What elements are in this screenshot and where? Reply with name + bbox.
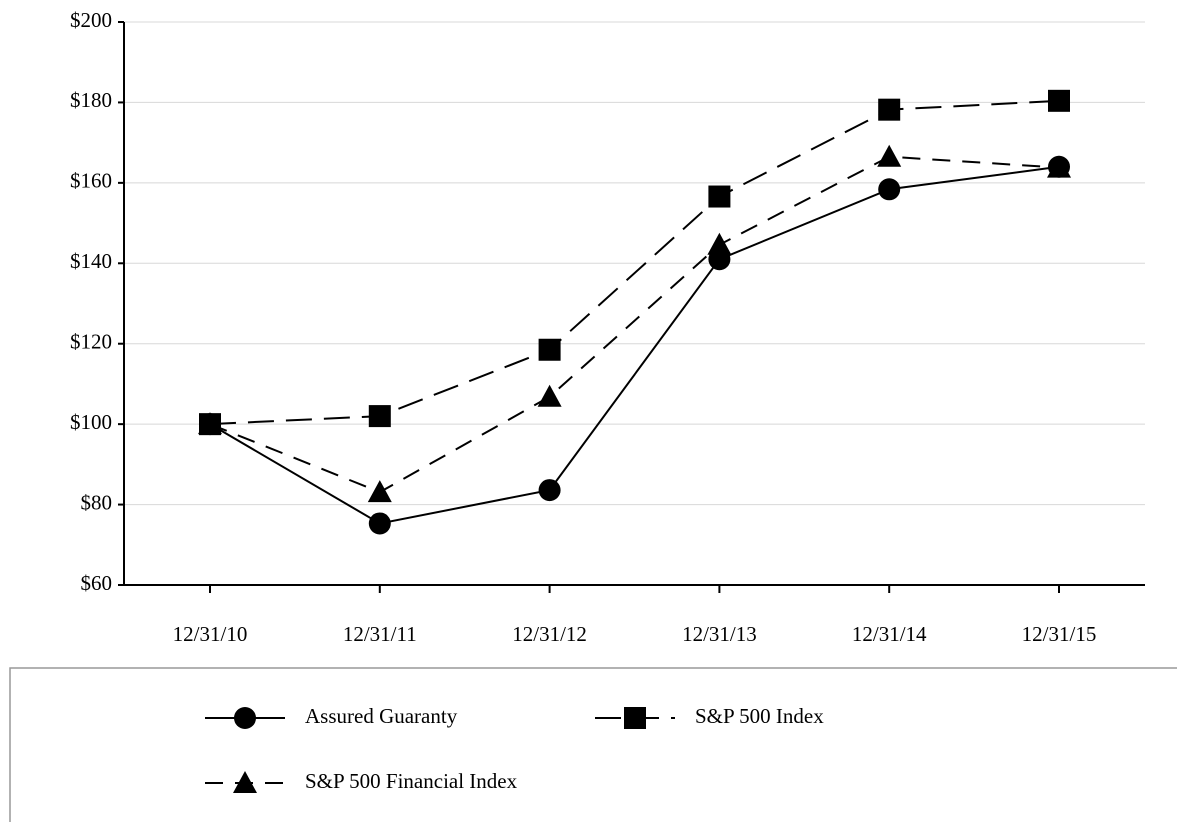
x-tick-label: 12/31/10 — [173, 622, 248, 646]
y-tick-label: $60 — [81, 571, 113, 595]
data-point — [538, 338, 561, 361]
data-point — [878, 98, 901, 121]
y-tick-label: $160 — [70, 169, 112, 193]
y-tick-label: $80 — [81, 490, 113, 514]
data-point — [368, 512, 391, 535]
data-point — [198, 412, 222, 435]
legend-marker — [624, 707, 646, 729]
x-tick-label: 12/31/12 — [512, 622, 587, 646]
data-point — [877, 144, 902, 167]
series-line — [209, 155, 1060, 494]
data-point — [1048, 89, 1070, 112]
data-point — [1047, 155, 1071, 178]
y-tick-label: $100 — [70, 410, 112, 434]
series-line — [209, 165, 1060, 525]
x-tick-label: 12/31/14 — [852, 622, 927, 646]
y-tick-label: $120 — [70, 330, 112, 354]
legend-label: S&P 500 Financial Index — [305, 769, 518, 793]
y-tick-label: $180 — [70, 88, 112, 112]
data-point — [708, 185, 731, 208]
data-point — [878, 178, 901, 201]
legend-marker — [234, 707, 256, 729]
y-tick-label: $140 — [70, 249, 112, 273]
legend-box — [9, 667, 1177, 822]
data-point — [537, 384, 562, 407]
data-point — [707, 232, 732, 255]
legend-label: S&P 500 Index — [695, 704, 824, 728]
legend-marker — [233, 771, 257, 793]
data-point — [368, 405, 391, 428]
data-point — [367, 480, 392, 503]
x-tick-label: 12/31/11 — [343, 622, 417, 646]
y-tick-label: $200 — [70, 8, 112, 32]
data-point — [538, 479, 561, 502]
legend-label: Assured Guaranty — [305, 704, 458, 728]
x-tick-label: 12/31/13 — [682, 622, 757, 646]
series-line — [209, 99, 1060, 426]
x-tick-label: 12/31/15 — [1022, 622, 1097, 646]
